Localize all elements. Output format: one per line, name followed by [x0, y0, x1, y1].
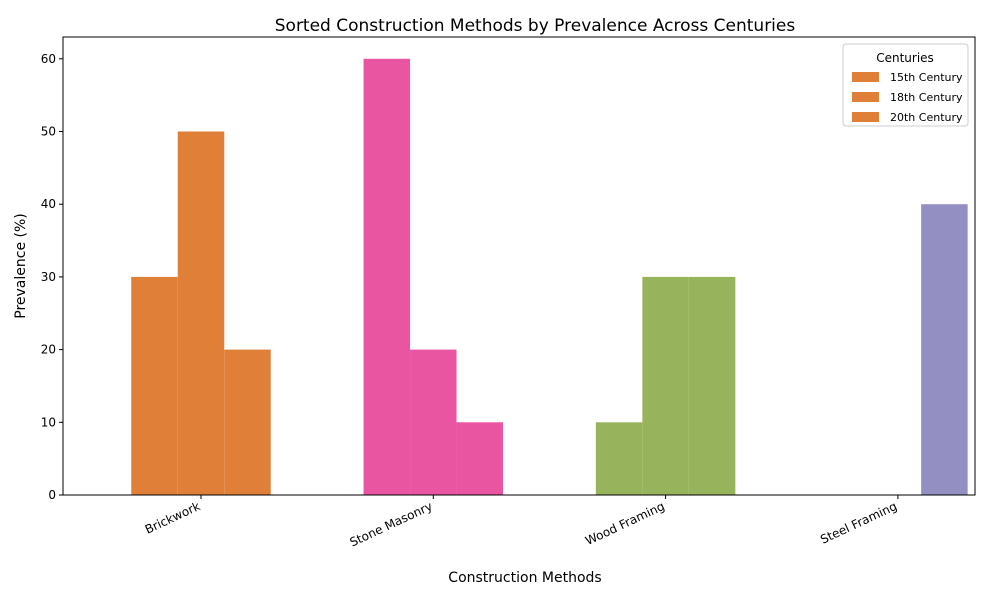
bars-group: [131, 58, 968, 496]
y-tick-label: 50: [41, 125, 56, 139]
plot-frame: [62, 36, 976, 496]
bar-wood-framing-18th-century: [642, 276, 689, 495]
y-tick-label: 20: [41, 343, 56, 357]
y-tick-label: 60: [41, 52, 56, 66]
legend-swatch: [852, 92, 879, 102]
y-tick-label: 40: [41, 197, 56, 211]
legend: Centuries 15th Century 18th Century 20th C…: [842, 43, 969, 127]
chart-title: Sorted Construction Methods by Prevalenc…: [275, 16, 796, 36]
legend-swatch: [852, 112, 879, 122]
bar-stone-masonry-15th-century: [363, 58, 411, 496]
legend-label: 20th Century: [890, 111, 963, 124]
bar-brickwork-15th-century: [131, 276, 178, 495]
legend-label: 15th Century: [890, 71, 963, 84]
legend-title: Centuries: [876, 51, 934, 65]
bar-stone-masonry-18th-century: [410, 349, 457, 495]
y-axis-label: Prevalence (%): [13, 213, 29, 319]
legend-box: [842, 43, 969, 127]
legend-swatch: [852, 72, 879, 82]
y-tick-label: 0: [48, 488, 56, 502]
bar-wood-framing-15th-century: [595, 422, 643, 495]
y-tick-label: 30: [41, 270, 56, 284]
bar-wood-framing-20th-century: [688, 276, 736, 495]
bar-stone-masonry-20th-century: [456, 422, 504, 495]
bar-brickwork-18th-century: [177, 131, 225, 495]
legend-items: 15th Century 18th Century 20th Century: [852, 71, 963, 124]
bar-brickwork-20th-century: [224, 349, 271, 495]
legend-label: 18th Century: [890, 91, 963, 104]
bar-steel-framing-20th-century: [921, 204, 968, 495]
y-tick-label: 10: [41, 415, 56, 429]
x-axis-label: Construction Methods: [448, 570, 601, 586]
y-axis-ticks: 0 10 20 30 40 50 60: [41, 52, 63, 502]
